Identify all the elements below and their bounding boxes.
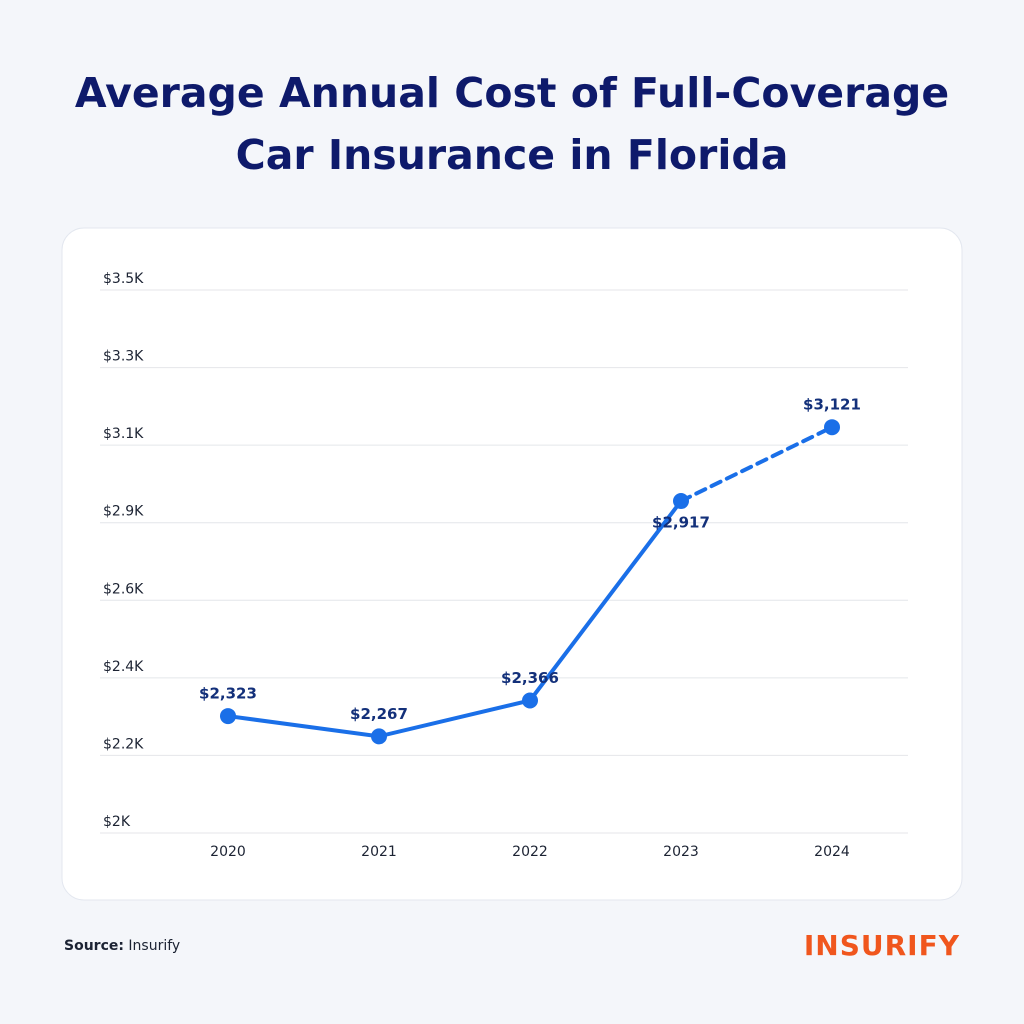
- value-label: $2,267: [350, 705, 408, 723]
- x-tick-label: 2020: [210, 844, 246, 860]
- value-label: $2,917: [652, 514, 710, 532]
- source: Source: Insurify: [64, 938, 180, 954]
- marker: [824, 419, 840, 436]
- plot: $2K $2.2K $2.4K $2.6K $2.9K $3.1K $3.3K $3.5K 20…: [100, 271, 908, 860]
- y-tick-label: $2.9K: [103, 504, 144, 520]
- y-tick-label: $2.4K: [103, 659, 144, 675]
- chart-title: Average Annual Cost of Full-Coverage: [75, 69, 949, 117]
- y-tick-label: $3.1K: [103, 426, 144, 442]
- line: [226, 499, 683, 739]
- value-label: $3,121: [803, 396, 861, 414]
- marker: [220, 708, 236, 725]
- y-tick-label: $2K: [103, 814, 131, 830]
- value-label: $2,323: [199, 685, 257, 703]
- chart-card: [61, 227, 963, 901]
- marker: [673, 493, 689, 510]
- line: [679, 425, 834, 504]
- logo: INSURIFY: [804, 929, 960, 962]
- value-label: $2,366: [501, 669, 559, 687]
- y-tick-label: $2.2K: [103, 736, 144, 752]
- y-tick-label: $2.6K: [103, 581, 144, 597]
- x-tick-label: 2023: [663, 844, 699, 860]
- marker: [522, 692, 538, 709]
- x-tick-label: 2021: [361, 844, 397, 860]
- y-tick-label: $3.5K: [103, 271, 144, 287]
- chart-title: Car Insurance in Florida: [236, 131, 789, 179]
- x-tick-label: 2022: [512, 844, 548, 860]
- x-tick-label: 2024: [814, 844, 850, 860]
- source-name: Insurify: [128, 938, 180, 954]
- y-tick-label: $3.3K: [103, 349, 144, 365]
- source-label: Source:: [64, 938, 124, 954]
- marker: [371, 728, 387, 745]
